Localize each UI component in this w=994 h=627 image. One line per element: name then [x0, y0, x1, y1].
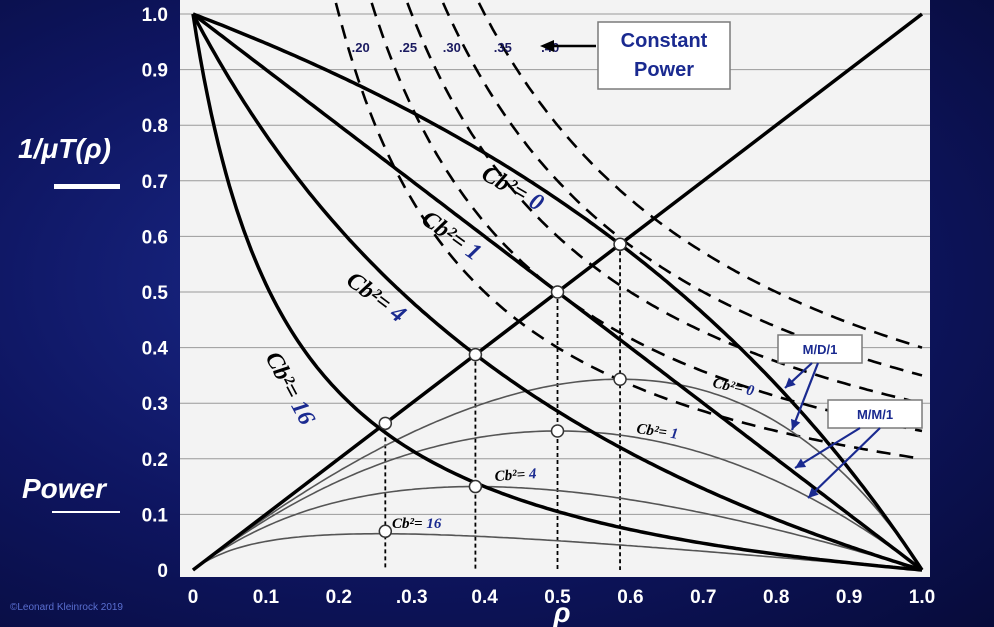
constant-power-value: .35: [494, 40, 512, 55]
y-tick-label: 0.3: [142, 394, 168, 415]
optimal-point-delay: [378, 416, 393, 431]
callout-arrows: [784, 362, 881, 499]
callout-arrow: [790, 362, 820, 431]
constant-power-curve: [441, 2, 923, 377]
x-tick-label: 0.6: [617, 587, 643, 608]
optimal-point-delay: [550, 285, 565, 299]
optimal-point-power: [468, 479, 483, 494]
x-tick-label: 0: [188, 587, 199, 608]
power-label: Cb²= 16: [392, 516, 442, 532]
constant-power-label-2: Power: [634, 59, 694, 81]
y-tick-label: 0.1: [142, 505, 169, 526]
constant-power-value: .30: [443, 40, 461, 55]
x-tick-label: 0.1: [253, 587, 280, 608]
throughput-curve-cb2-4: [191, 13, 923, 572]
y-tick-label: 1.0: [142, 5, 168, 26]
md1-label: M/D/1: [803, 342, 838, 357]
x-tick-label: 0.4: [471, 587, 498, 608]
callout-arrowhead: [808, 487, 819, 498]
y-tick-labels: 0 0.1 0.2 0.3 0.4 0.5 0.6 0.7 0.8 0.9 1.0: [142, 5, 169, 582]
x-tick-label: 0.8: [763, 587, 789, 608]
credit: ©Leonard Kleinrock 2019: [10, 602, 123, 613]
optimal-point-delay: [468, 347, 483, 362]
x-tick-label: 0.9: [836, 587, 862, 608]
callout-arrowhead: [791, 418, 801, 430]
x-axis-label: ρ: [553, 597, 571, 627]
x-tick-label: 0.5: [544, 587, 571, 608]
throughput-curve-cb2-16: [191, 13, 923, 572]
y-tick-label: 0.4: [142, 339, 169, 360]
callout-arrowhead: [785, 377, 796, 388]
grid: [180, 13, 930, 515]
x-tick-label: 0.2: [326, 587, 352, 608]
y-tick-label: 0.7: [142, 172, 168, 193]
power-curve-cb2-4: [192, 485, 923, 571]
optimal-point-power: [613, 372, 627, 386]
optimal-point-delay: [613, 237, 627, 252]
md1-box: [777, 334, 863, 364]
power-label: Cb²= 0: [711, 375, 756, 399]
optimal-point-power: [550, 424, 565, 438]
x-tick-labels: 0 0.1 0.2 .0.3 0.4 0.5 0.6 0.7 0.8 0.9 1.0: [188, 587, 936, 608]
x-tick-label: .0.3: [396, 587, 428, 608]
power-label: Cb²= 1: [635, 421, 679, 443]
mm1-label: M/M/1: [857, 407, 893, 422]
fraction-bar: [54, 184, 120, 189]
constant-power-value: .25: [399, 40, 417, 55]
y-tick-label: 0.8: [142, 116, 168, 137]
optimal-points: [378, 237, 627, 539]
constant-power-value: .20: [352, 40, 370, 55]
constant-power-curve: [477, 2, 923, 349]
x-tick-label: 0.7: [690, 587, 716, 608]
optimal-point-power: [378, 524, 393, 539]
y-tick-label: 0.5: [142, 283, 169, 304]
y-tick-label: 0.2: [142, 450, 168, 471]
callout-arrow: [794, 427, 861, 469]
power-underline: [52, 511, 120, 513]
x-tick-label: 1.0: [909, 587, 935, 608]
y-tick-label: 0: [157, 561, 168, 582]
mm1-box: [827, 399, 923, 429]
y-tick-label: 0.9: [142, 61, 168, 82]
y-axis-label-top: 1/μT(ρ): [18, 133, 111, 164]
y-tick-label: 0.6: [142, 227, 168, 248]
y-axis-label-bottom: Power: [22, 473, 108, 504]
power-curve-cb2-16: [192, 532, 923, 571]
power-label: Cb²= 4: [494, 466, 537, 485]
constant-power-label-1: Constant: [621, 30, 708, 52]
constant-power-box: [597, 21, 731, 90]
power-curve-cb2-0: [192, 378, 923, 571]
callout-arrowhead: [795, 458, 807, 468]
callout-arrow: [807, 427, 881, 499]
optimal-drop-lines: [384, 244, 621, 570]
constant-power-arrowhead: [540, 40, 554, 52]
